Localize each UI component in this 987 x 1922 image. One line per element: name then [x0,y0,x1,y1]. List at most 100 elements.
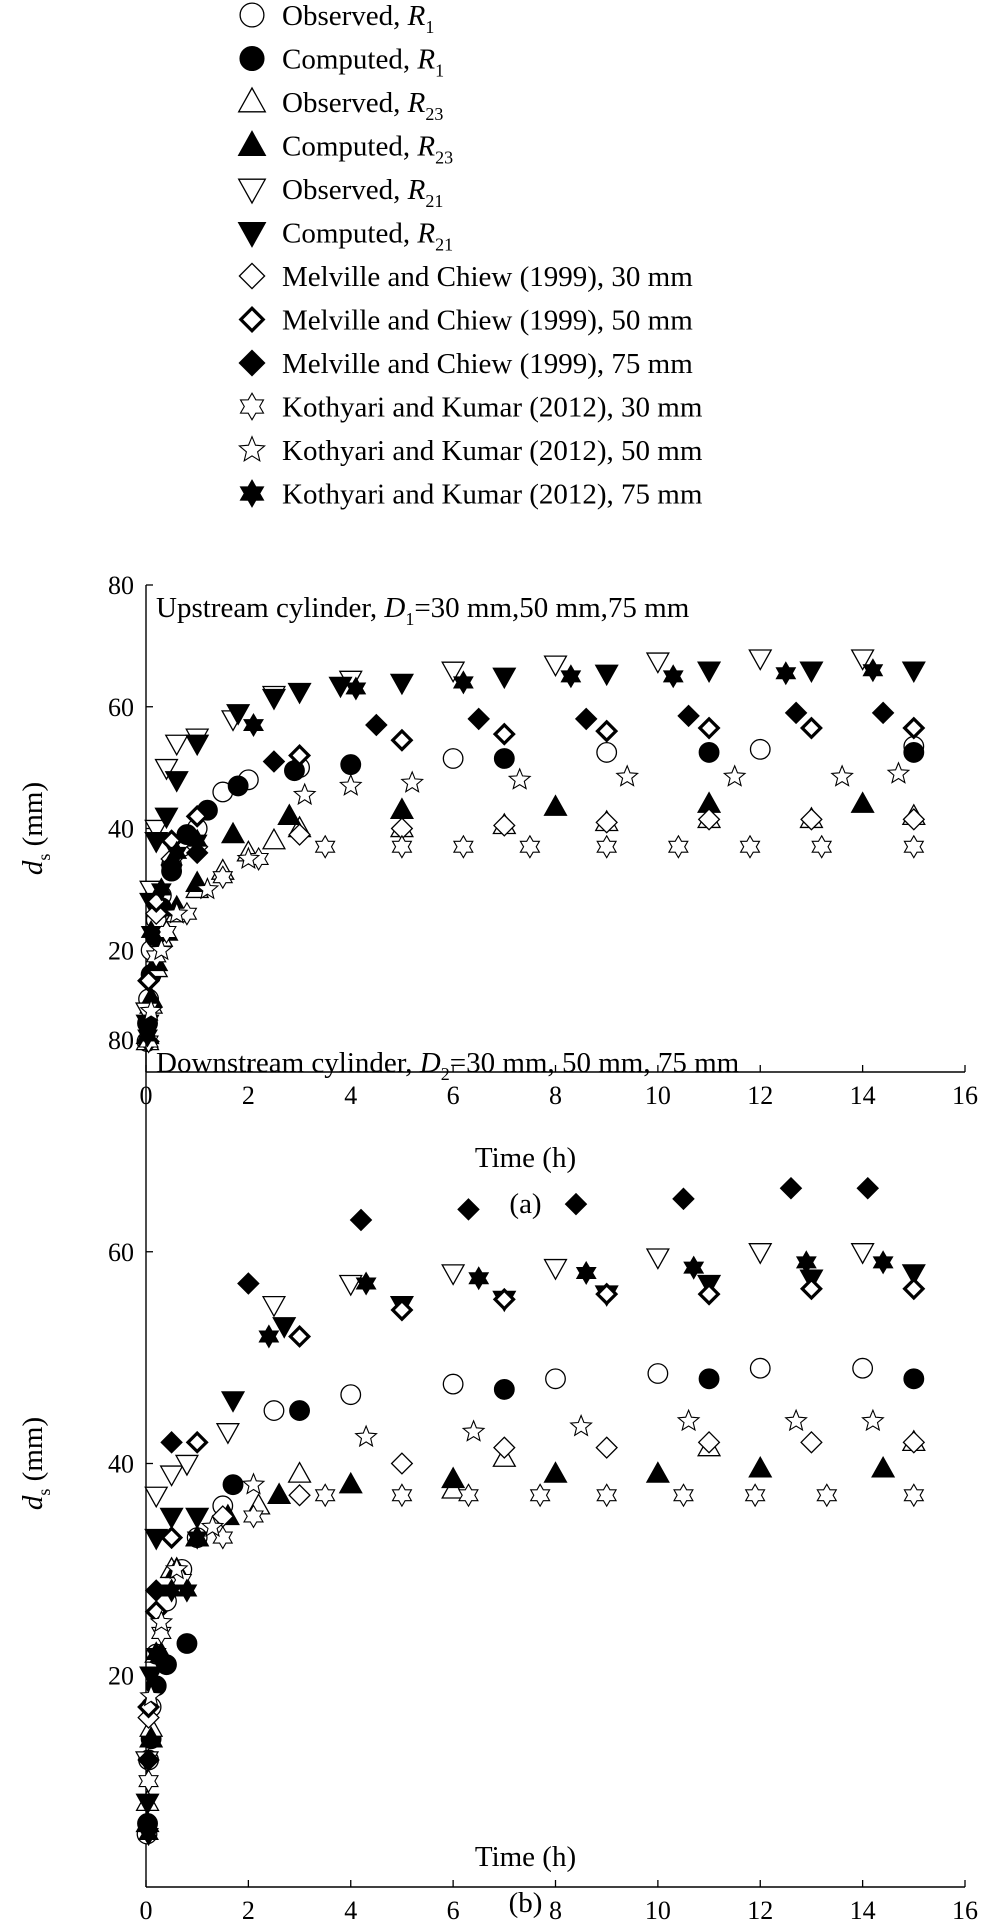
data-point-comp_r23 [748,1455,773,1478]
data-point-mc50 [390,1298,414,1322]
data-point-kk50 [784,1408,808,1432]
legend-label-obs_r21: Observed, R21 [282,174,443,211]
legend-label-kk50: Kothyari and Kumar (2012), 50 mm [282,435,703,467]
data-point-obs_r1 [263,1400,285,1421]
legend-label-mc75: Melville and Chiew (1999), 75 mm [282,348,693,380]
data-point-kk50 [164,901,189,924]
data-point-comp_r21 [901,1264,926,1286]
data-point-mc30 [902,808,926,831]
data-point-kk50 [292,782,317,806]
x-tick-label: 8 [549,1081,562,1110]
panel-label: (a) [509,1188,541,1220]
data-point-kk30 [903,834,925,859]
data-point-kk30 [391,834,413,859]
data-point-kk50 [139,998,163,1022]
legend-label-comp_r23: Computed, R23 [282,131,453,168]
data-point-obs_r1 [596,741,618,763]
x-tick-label: 4 [344,1081,357,1110]
data-point-comp_r21 [799,661,824,684]
data-point-comp_r21 [697,661,722,684]
data-point-kk30 [138,1769,159,1794]
data-point-kk30 [212,865,234,890]
legend-label-comp_r1: Computed, R1 [282,44,444,81]
data-point-kk75 [560,664,582,689]
x-tick-label: 10 [645,1081,671,1110]
legend-marker-obs_r23 [237,86,267,113]
data-point-kk30 [673,1483,694,1508]
data-point-obs_r21 [174,1454,199,1477]
panel-title: Upstream cylinder, D1=30 mm,50 mm,75 mm [156,592,690,629]
series-kk50 [139,761,911,1022]
data-point-comp_r21 [139,1666,164,1689]
data-point-comp_r21 [135,1793,160,1816]
data-point-kk50 [241,1472,266,1495]
y-tick-label: 60 [108,1238,134,1267]
data-point-mc75 [262,750,286,773]
data-point-kk30 [811,834,833,859]
legend-marker-kk75 [239,479,265,508]
data-point-obs_r21 [154,758,179,781]
series-mc30 [137,808,926,992]
data-point-obs_r21 [164,734,189,757]
data-point-kk50 [339,773,363,796]
data-point-mc50 [799,1277,823,1301]
panel-b: 0 2 4 6 8 10 12 14 16 20 40 60 80 Downstream cylinder… [17,1026,978,1922]
legend-label-mc30: Melville and Chiew (1999), 30 mm [282,261,693,293]
data-point-kk50 [149,1609,174,1633]
y-tick-label: 80 [108,1026,134,1055]
data-point-comp_r1 [698,741,720,763]
data-point-obs_r21 [543,1258,568,1281]
data-point-kk50 [400,770,424,793]
data-point-mc50 [902,1277,926,1301]
x-tick-label: 8 [549,1896,562,1922]
data-point-kk50 [461,1419,486,1442]
data-point-kk50 [886,761,911,784]
data-point-mc30 [595,1436,618,1459]
data-point-kk30 [529,1483,551,1508]
data-point-comp_r21 [185,1507,210,1530]
x-tick-label: 6 [447,1081,460,1110]
data-point-mc50 [697,716,721,740]
data-point-kk30 [452,834,474,859]
data-point-kk50 [615,764,639,787]
data-point-mc75 [237,1272,260,1295]
data-point-mc30 [288,1483,311,1507]
data-point-mc50 [185,1430,209,1454]
series-kk75 [138,1250,894,1847]
legend-marker-mc75 [238,349,266,377]
x-tick-label: 2 [242,1896,255,1922]
data-point-obs_r1 [340,1384,362,1406]
data-point-mc30 [493,814,516,837]
data-point-kk30 [903,1483,925,1508]
data-point-comp_r21 [185,734,210,757]
y-tick-label: 20 [108,936,134,965]
data-point-kk75 [355,1271,377,1296]
data-point-kk30 [816,1483,838,1508]
data-point-comp_r1 [176,1633,198,1654]
data-point-comp_r23 [389,797,414,819]
data-point-kk75 [795,1250,817,1275]
legend-marker-comp_r1 [239,45,265,72]
data-point-obs_r1 [442,748,464,769]
data-point-comp_r1 [903,741,925,763]
x-tick-label: 12 [747,1896,773,1922]
data-point-kk75 [138,1821,159,1847]
data-point-kk50 [139,1684,163,1707]
legend-marker-obs_r21 [237,178,267,205]
data-point-mc75 [784,701,808,725]
data-point-mc50 [595,1282,619,1306]
data-point-obs_r1 [749,738,771,760]
x-tick-label: 14 [850,1081,876,1110]
data-point-comp_r23 [543,1461,568,1483]
y-tick-label: 20 [108,1661,134,1690]
data-point-mc30 [288,823,311,846]
data-point-mc75 [185,841,209,865]
data-point-kk50 [507,767,532,790]
data-point-comp_r21 [272,1317,297,1339]
data-point-kk75 [468,1266,490,1291]
data-point-mc50 [137,969,161,993]
data-point-obs_r1 [852,1357,874,1379]
data-point-obs_r21 [850,1243,875,1265]
data-point-comp_r1 [493,1378,515,1400]
data-point-obs_r21 [144,819,169,842]
